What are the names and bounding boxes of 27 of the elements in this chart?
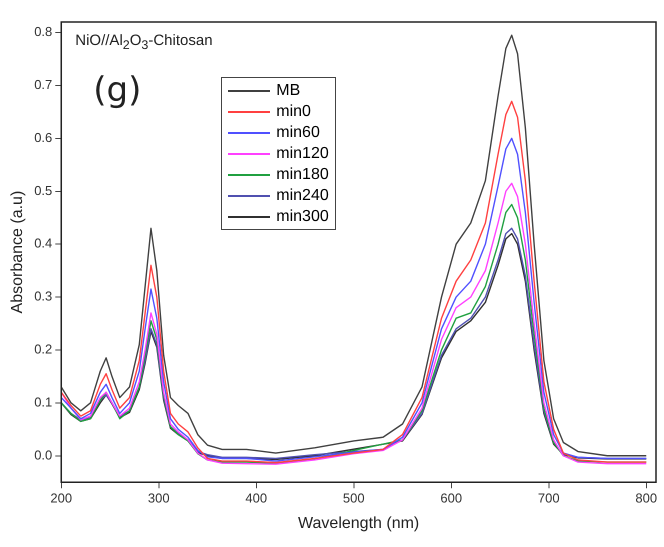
x-tick-label: 300: [148, 490, 170, 506]
y-tick-label: 0.8: [34, 24, 52, 40]
y-tick-label: 0.5: [34, 182, 52, 198]
y-tick-label: 0.2: [34, 342, 52, 357]
y-tick-label: 0.7: [34, 77, 52, 92]
legend-label: MB: [276, 82, 300, 100]
legend-label: min0: [276, 102, 311, 120]
x-tick-label: 700: [538, 490, 560, 506]
legend-label: min60: [276, 124, 320, 142]
legend-label: min240: [276, 186, 329, 204]
y-tick-label: 0.4: [34, 236, 52, 251]
x-tick-label: 800: [635, 490, 658, 506]
y-axis-title: Absorbance (a.u): [9, 190, 26, 314]
annotation: (g): [93, 70, 142, 110]
y-tick-label: 0.0: [34, 447, 52, 462]
x-tick-label: 200: [50, 490, 72, 506]
annotation: NiO//Al$_{2}$O$_{3}$-Chitosan: [75, 32, 213, 52]
legend-label: min180: [276, 166, 329, 184]
y-tick-label: 0.3: [34, 288, 52, 304]
legend-label: min300: [276, 208, 329, 226]
y-tick-label: 0.6: [34, 130, 52, 145]
x-axis-title: Wavelength (nm): [298, 514, 420, 532]
legend-label: min120: [276, 144, 329, 162]
x-tick-label: 600: [440, 490, 462, 506]
x-tick-label: 500: [342, 490, 365, 506]
x-tick-label: 400: [245, 490, 268, 506]
y-tick-label: 0.1: [34, 394, 52, 410]
